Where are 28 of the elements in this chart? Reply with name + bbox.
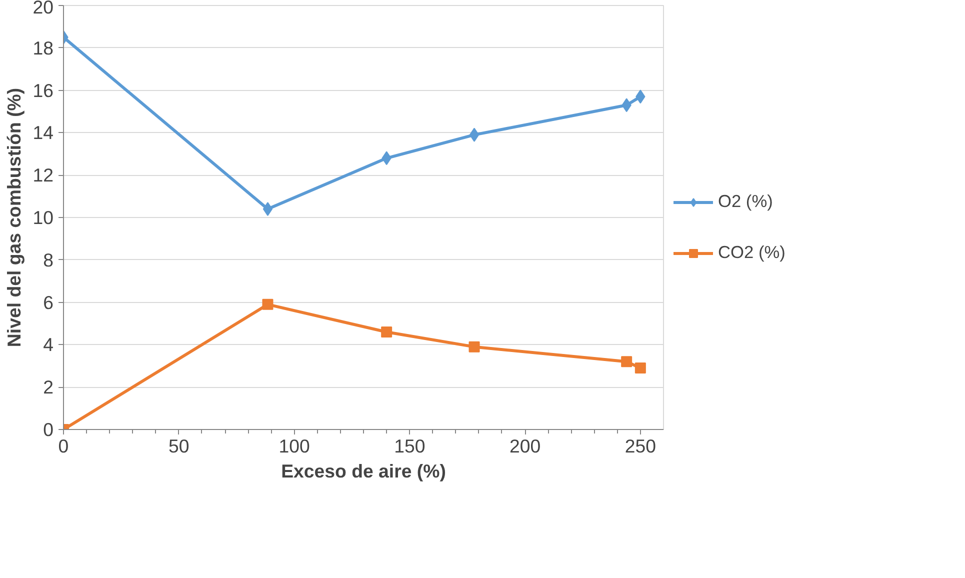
y-tick-label: 16 [32,80,54,101]
x-tick-label: 100 [278,436,310,456]
legend-label: CO2 (%) [718,242,786,263]
x-tick-label: 0 [58,436,69,456]
point [634,362,646,374]
y-tick-label: 8 [43,249,54,270]
y-tick-label: 20 [32,0,54,18]
y-tick-label: 14 [32,122,54,144]
point [621,356,632,368]
legend-label: O2 (%) [718,191,773,212]
y-tick-label: 0 [43,419,54,440]
point [469,128,480,142]
point [468,341,480,352]
point [262,202,273,216]
y-tick-label: 4 [43,334,54,356]
x-tick-label: 150 [394,436,426,456]
y-tick-label: 2 [43,376,54,398]
y-tick-label: 6 [43,292,54,313]
y-tick-label: 18 [32,37,54,58]
x-tick-label: 50 [168,436,190,456]
x-tick-label: 200 [509,436,541,456]
point [381,326,392,338]
y-axis-title: Nivel del gas combustión (%) [4,88,25,348]
y-tick-label: 10 [32,207,54,228]
point [262,298,274,310]
x-tick-label: 250 [624,436,656,456]
y-tick-label: 12 [32,164,54,186]
x-axis-title: Exceso de aire (%) [281,460,446,482]
